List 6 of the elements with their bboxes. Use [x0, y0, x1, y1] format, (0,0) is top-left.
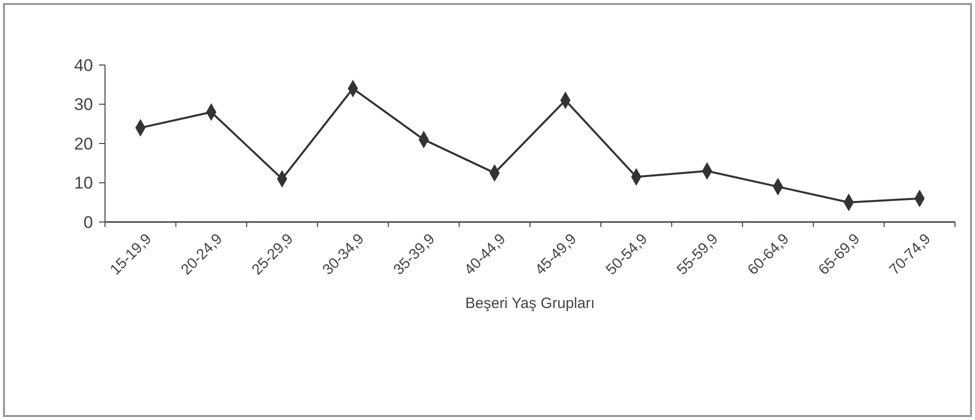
y-tick-label: 20 [74, 134, 93, 154]
y-tick-label: 10 [74, 174, 93, 193]
y-tick-label: 30 [74, 95, 93, 114]
x-axis-title: Beşeri Yaş Grupları [465, 295, 595, 312]
y-tick-label: 40 [74, 56, 93, 75]
y-tick-label: 0 [84, 212, 93, 232]
